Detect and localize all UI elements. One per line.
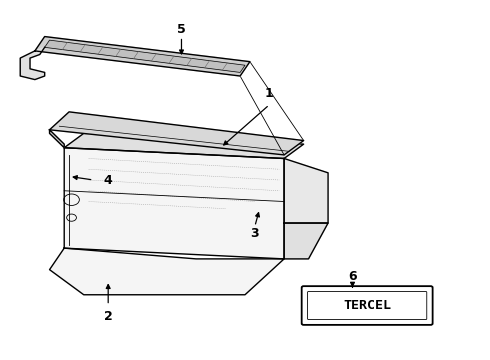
Polygon shape [284,158,328,223]
Polygon shape [64,134,304,158]
Polygon shape [35,37,250,76]
Polygon shape [49,130,64,148]
Text: 1: 1 [265,87,274,100]
Polygon shape [45,40,245,72]
Polygon shape [49,112,304,155]
Text: 6: 6 [348,270,357,283]
Text: TERCEL: TERCEL [343,299,391,312]
Text: 2: 2 [104,310,113,323]
Polygon shape [64,148,284,259]
Polygon shape [20,47,45,80]
Polygon shape [49,248,284,295]
Text: 3: 3 [250,227,259,240]
Text: 5: 5 [177,23,186,36]
Polygon shape [284,223,328,259]
Text: 4: 4 [104,174,113,186]
FancyBboxPatch shape [302,286,433,325]
FancyBboxPatch shape [308,292,427,319]
